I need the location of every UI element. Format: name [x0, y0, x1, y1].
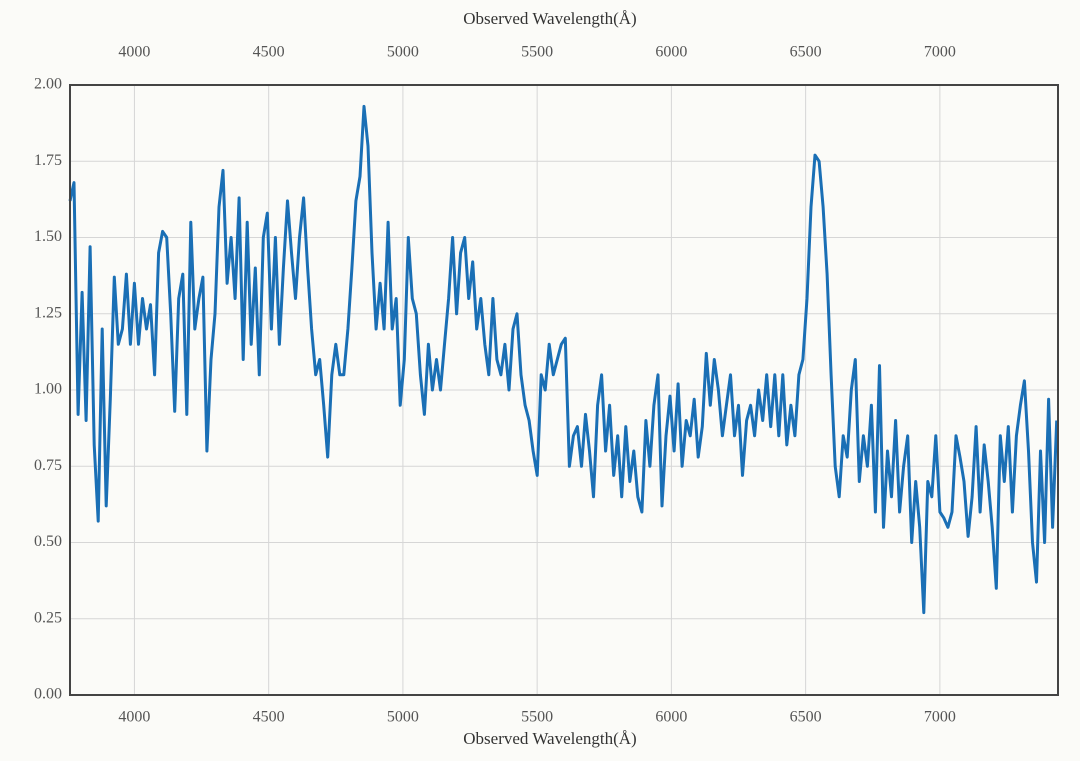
y-tick-label: 1.75	[34, 152, 62, 169]
x-tick-label: 5500	[521, 709, 553, 726]
y-tick-label: 0.00	[34, 686, 62, 703]
x-tick-label: 6000	[655, 709, 687, 726]
top-axis-title: Observed Wavelength(Å)	[463, 9, 636, 28]
top-x-tick-label: 6000	[655, 44, 687, 61]
top-x-tick-label: 4500	[253, 44, 285, 61]
y-tick-label: 2.00	[34, 76, 62, 93]
top-x-tick-label: 5000	[387, 44, 419, 61]
top-x-tick-label: 6500	[790, 44, 822, 61]
x-tick-label: 4000	[118, 709, 150, 726]
x-tick-label: 4500	[253, 709, 285, 726]
bottom-axis-title: Observed Wavelength(Å)	[463, 729, 636, 748]
x-tick-label: 5000	[387, 709, 419, 726]
top-x-tick-label: 4000	[118, 44, 150, 61]
spectrum-line	[68, 104, 1059, 615]
y-tick-label: 0.50	[34, 533, 62, 550]
plot-frame	[69, 84, 1059, 696]
top-x-tick-label: 7000	[924, 44, 956, 61]
y-tick-label: 1.25	[34, 304, 62, 321]
y-tick-label: 1.00	[34, 381, 62, 398]
x-tick-label: 6500	[790, 709, 822, 726]
y-tick-label: 0.75	[34, 457, 62, 474]
y-tick-label: 0.25	[34, 609, 62, 626]
x-tick-label: 7000	[924, 709, 956, 726]
y-tick-label: 1.50	[34, 228, 62, 245]
top-x-tick-label: 5500	[521, 44, 553, 61]
